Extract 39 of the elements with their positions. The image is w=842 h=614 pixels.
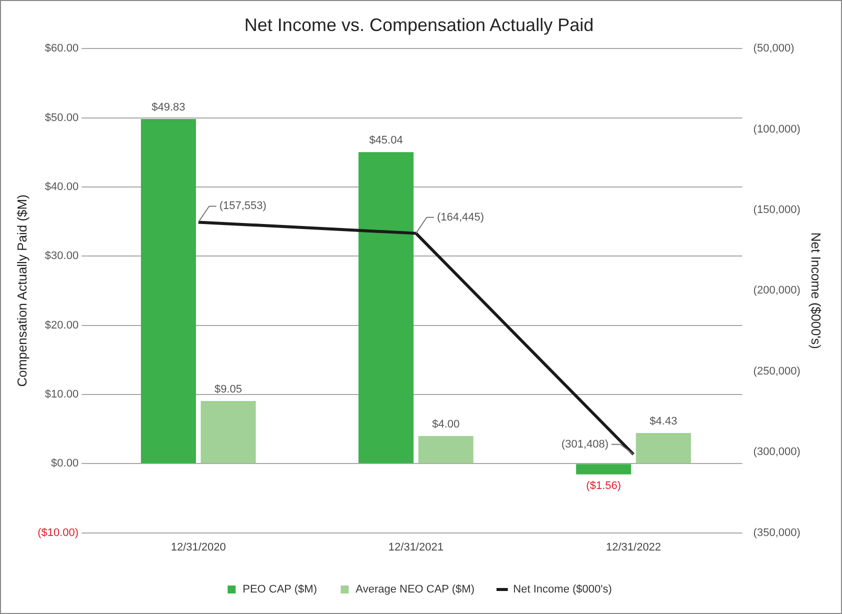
y2-tick-label: (250,000)	[753, 365, 800, 378]
bar	[418, 436, 474, 464]
y2-tick-label: (100,000)	[753, 123, 800, 136]
y2-tick-label: (150,000)	[753, 204, 800, 216]
x-tick-label: 12/31/2020	[170, 541, 226, 554]
y-tick-label: $0.00	[51, 458, 79, 470]
y-tick-label: ($10.00)	[38, 526, 79, 539]
y2-tick-label: (350,000)	[753, 526, 800, 539]
x-tick-label: 12/31/2021	[388, 541, 444, 554]
y-axis-title: Compensation Actually Paid ($M)	[14, 194, 30, 387]
data-label: $4.00	[432, 418, 460, 430]
bar	[200, 401, 256, 464]
legend-label: PEO CAP ($M)	[242, 584, 317, 596]
legend-label: Net Income ($000's)	[513, 584, 612, 596]
y-tick-label: $50.00	[44, 112, 79, 124]
y-tick-label: $20.00	[44, 319, 79, 332]
data-label: (157,553)	[219, 200, 266, 212]
data-label: $9.05	[214, 384, 242, 396]
data-label: ($1.56)	[586, 480, 622, 492]
y2-tick-label: (50,000)	[753, 42, 794, 55]
legend-label: Average NEO CAP ($M)	[356, 584, 474, 596]
y2-tick-label: (300,000)	[753, 446, 800, 458]
y2-tick-label: (200,000)	[753, 284, 800, 297]
data-label: $49.83	[152, 101, 186, 114]
data-label: $4.43	[650, 416, 678, 428]
chart-title: Net Income vs. Compensation Actually Paid	[244, 14, 594, 35]
bar	[636, 432, 691, 464]
y-tick-label: $30.00	[44, 250, 79, 262]
y-tick-label: $60.00	[44, 42, 79, 55]
y-tick-label: $40.00	[44, 180, 79, 193]
data-label: $45.04	[369, 134, 403, 147]
data-label: (301,408)	[561, 438, 609, 450]
data-label: (164,445)	[436, 211, 484, 224]
bar	[358, 152, 414, 464]
bar	[140, 118, 196, 464]
x-tick-label: 12/31/2022	[606, 541, 662, 554]
y-tick-label: $10.00	[44, 388, 79, 400]
y2-axis-title: Net Income ($000's)	[808, 232, 824, 350]
bar	[576, 464, 632, 474]
